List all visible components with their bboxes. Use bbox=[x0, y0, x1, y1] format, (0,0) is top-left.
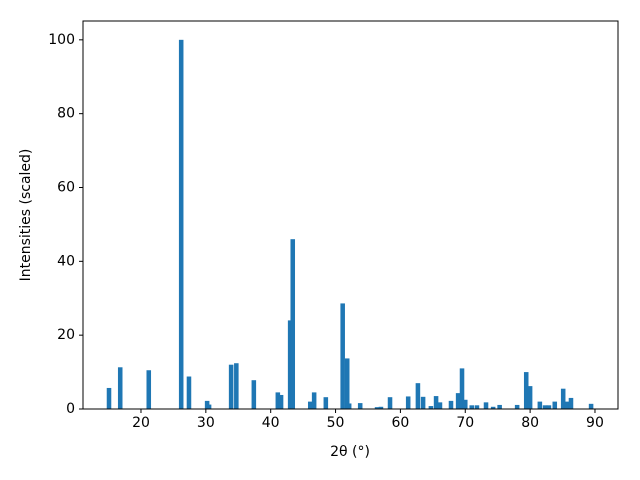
bar bbox=[346, 403, 352, 409]
y-tick-label: 60 bbox=[57, 179, 75, 195]
x-tick-label: 70 bbox=[456, 415, 474, 431]
bar bbox=[514, 404, 520, 409]
bar bbox=[146, 370, 152, 409]
x-tick-label: 80 bbox=[521, 415, 539, 431]
bar bbox=[357, 403, 363, 409]
y-tick-label: 40 bbox=[57, 253, 75, 269]
bar bbox=[546, 405, 552, 409]
bar bbox=[206, 404, 212, 409]
bar bbox=[523, 372, 529, 409]
y-tick-label: 80 bbox=[57, 106, 75, 122]
bar bbox=[106, 387, 112, 409]
bar bbox=[290, 239, 296, 409]
bar bbox=[552, 401, 558, 409]
bar bbox=[433, 396, 439, 409]
x-axis-label: 2θ (°) bbox=[330, 444, 370, 460]
bar bbox=[186, 376, 192, 409]
bar bbox=[340, 303, 345, 409]
bar bbox=[287, 320, 293, 409]
bar bbox=[307, 401, 313, 409]
bar bbox=[568, 397, 574, 409]
bar bbox=[560, 388, 566, 409]
bar bbox=[234, 363, 239, 409]
x-tick-label: 20 bbox=[132, 415, 150, 431]
x-tick-label: 90 bbox=[586, 415, 604, 431]
bar bbox=[387, 397, 393, 409]
bar bbox=[374, 407, 380, 409]
bar bbox=[415, 383, 421, 409]
bar bbox=[251, 380, 257, 409]
x-tick-label: 30 bbox=[197, 415, 215, 431]
bar bbox=[275, 392, 281, 409]
bar bbox=[527, 386, 533, 409]
bar bbox=[437, 402, 443, 409]
bar bbox=[323, 397, 329, 409]
x-tick-label: 60 bbox=[391, 415, 409, 431]
bar bbox=[278, 394, 284, 409]
bar bbox=[462, 399, 468, 409]
bar bbox=[420, 396, 426, 409]
bar bbox=[588, 403, 594, 409]
bar bbox=[344, 358, 350, 409]
bar bbox=[537, 401, 543, 409]
bar bbox=[455, 393, 461, 409]
bar bbox=[474, 405, 480, 409]
bar bbox=[378, 406, 384, 409]
bar bbox=[117, 367, 123, 409]
bar bbox=[448, 400, 454, 409]
bar bbox=[228, 364, 234, 409]
y-tick-label: 20 bbox=[57, 327, 75, 343]
bar bbox=[428, 406, 434, 409]
bar bbox=[178, 39, 184, 409]
bar bbox=[490, 406, 496, 409]
bar bbox=[459, 368, 465, 409]
bar bbox=[469, 405, 475, 409]
y-tick-label: 0 bbox=[66, 401, 75, 417]
bar bbox=[564, 401, 570, 409]
y-tick-label: 100 bbox=[48, 32, 75, 48]
bar bbox=[497, 404, 502, 409]
plot-frame bbox=[82, 20, 619, 410]
x-tick-label: 50 bbox=[327, 415, 345, 431]
bar bbox=[483, 402, 489, 409]
bar bbox=[542, 405, 548, 409]
bar bbox=[405, 396, 411, 409]
x-tick-label: 40 bbox=[262, 415, 280, 431]
bar bbox=[311, 392, 317, 409]
y-axis-label: Intensities (scaled) bbox=[18, 149, 34, 282]
